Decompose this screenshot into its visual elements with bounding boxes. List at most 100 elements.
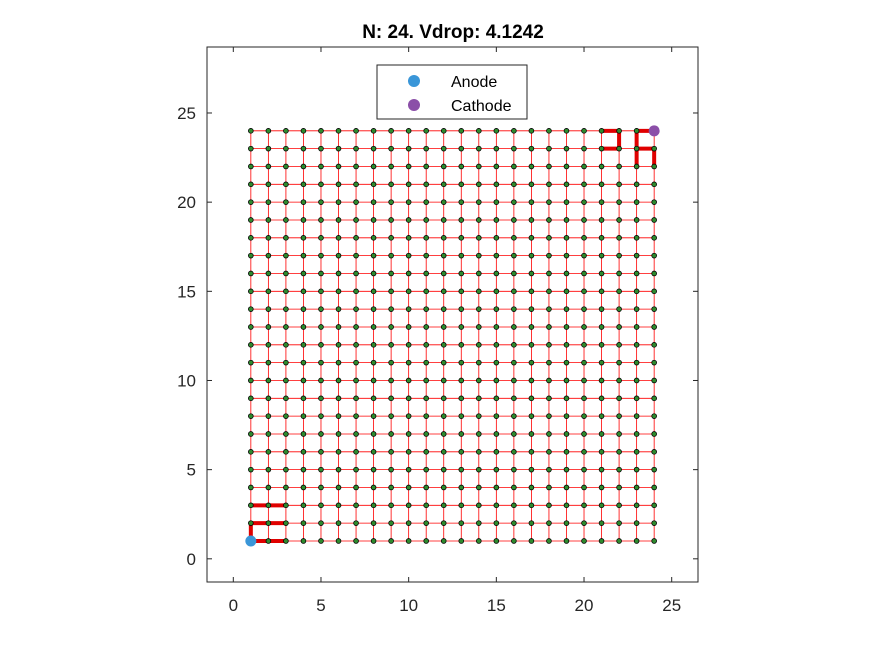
grid-node: [248, 181, 254, 188]
grid-node: [318, 395, 324, 402]
grid-node: [283, 235, 289, 241]
y-tick-label: 5: [187, 461, 196, 480]
grid-node: [423, 163, 429, 170]
grid-node: [300, 377, 307, 384]
grid-node: [493, 377, 500, 384]
grid-node: [511, 342, 517, 348]
grid-node: [546, 324, 552, 330]
grid-node: [300, 235, 307, 241]
grid-node: [511, 431, 517, 437]
grid-node: [440, 359, 447, 366]
grid-node: [633, 324, 640, 330]
grid-node: [370, 181, 377, 188]
grid-node: [405, 520, 412, 526]
grid-node: [651, 324, 657, 330]
grid-node: [423, 342, 429, 348]
grid-node: [476, 466, 482, 473]
grid-node: [388, 235, 394, 241]
grid-node: [633, 377, 640, 384]
grid-node: [423, 145, 429, 152]
grid-node: [528, 217, 535, 223]
grid-node: [248, 145, 254, 152]
grid-node: [511, 288, 517, 295]
grid-node: [300, 520, 307, 526]
grid-node: [651, 431, 657, 437]
grid-node: [265, 484, 272, 491]
grid-node: [493, 128, 500, 134]
grid-node: [440, 217, 447, 223]
grid-node: [633, 502, 640, 509]
grid-node: [493, 359, 500, 366]
grid-node: [616, 252, 622, 259]
grid-node: [353, 288, 359, 295]
grid-node: [528, 235, 535, 241]
grid-node: [633, 199, 640, 205]
grid-node: [651, 306, 657, 312]
grid-node: [476, 145, 482, 152]
grid-node: [476, 306, 482, 312]
grid-node: [528, 484, 535, 491]
grid-node: [283, 252, 289, 259]
grid-node: [528, 449, 535, 455]
grid-node: [283, 270, 289, 277]
grid-node: [616, 395, 622, 402]
grid-node: [248, 199, 254, 205]
grid-node: [493, 520, 500, 526]
grid-node: [370, 199, 377, 205]
grid-node: [476, 502, 482, 509]
grid-node: [283, 217, 289, 223]
grid-node: [248, 359, 254, 366]
grid-node: [581, 538, 587, 544]
grid-node: [265, 252, 272, 259]
grid-node: [511, 484, 517, 491]
grid-node: [388, 270, 394, 277]
grid-node: [651, 181, 657, 188]
grid-node: [511, 377, 517, 384]
grid-node: [423, 431, 429, 437]
grid-node: [493, 181, 500, 188]
grid-node: [546, 484, 552, 491]
x-tick-label: 10: [399, 596, 418, 615]
grid-node: [616, 217, 622, 223]
grid-node: [353, 145, 359, 152]
grid-node: [493, 217, 500, 223]
grid-node: [493, 288, 500, 295]
grid-node: [528, 145, 535, 152]
grid-node: [423, 199, 429, 205]
grid-node: [423, 359, 429, 366]
grid-node: [440, 270, 447, 277]
grid-node: [283, 324, 289, 330]
grid-node: [458, 413, 465, 419]
grid-node: [476, 538, 482, 544]
grid-node: [633, 252, 640, 259]
grid-node: [476, 270, 482, 277]
grid-node: [248, 449, 254, 455]
grid-node: [493, 163, 500, 170]
grid-node: [511, 502, 517, 509]
grid-node: [633, 359, 640, 366]
grid-node: [318, 377, 324, 384]
grid-node: [265, 128, 272, 134]
grid-node: [581, 270, 587, 277]
grid-node: [581, 235, 587, 241]
grid-node: [318, 449, 324, 455]
y-tick-label: 20: [177, 193, 196, 212]
grid-node: [283, 288, 289, 295]
grid-node: [633, 538, 640, 544]
grid-node: [388, 342, 394, 348]
grid-node: [423, 288, 429, 295]
grid-node: [300, 342, 307, 348]
grid-node: [616, 235, 622, 241]
grid-node: [458, 217, 465, 223]
grid-node: [528, 413, 535, 419]
grid-node: [563, 145, 570, 152]
grid-node: [388, 181, 394, 188]
grid-node: [476, 359, 482, 366]
grid-node: [493, 395, 500, 402]
grid-node: [458, 199, 465, 205]
grid-node: [616, 128, 622, 134]
grid-node: [581, 449, 587, 455]
grid-node: [633, 163, 640, 170]
y-tick-label: 10: [177, 371, 196, 390]
grid-node: [511, 128, 517, 134]
